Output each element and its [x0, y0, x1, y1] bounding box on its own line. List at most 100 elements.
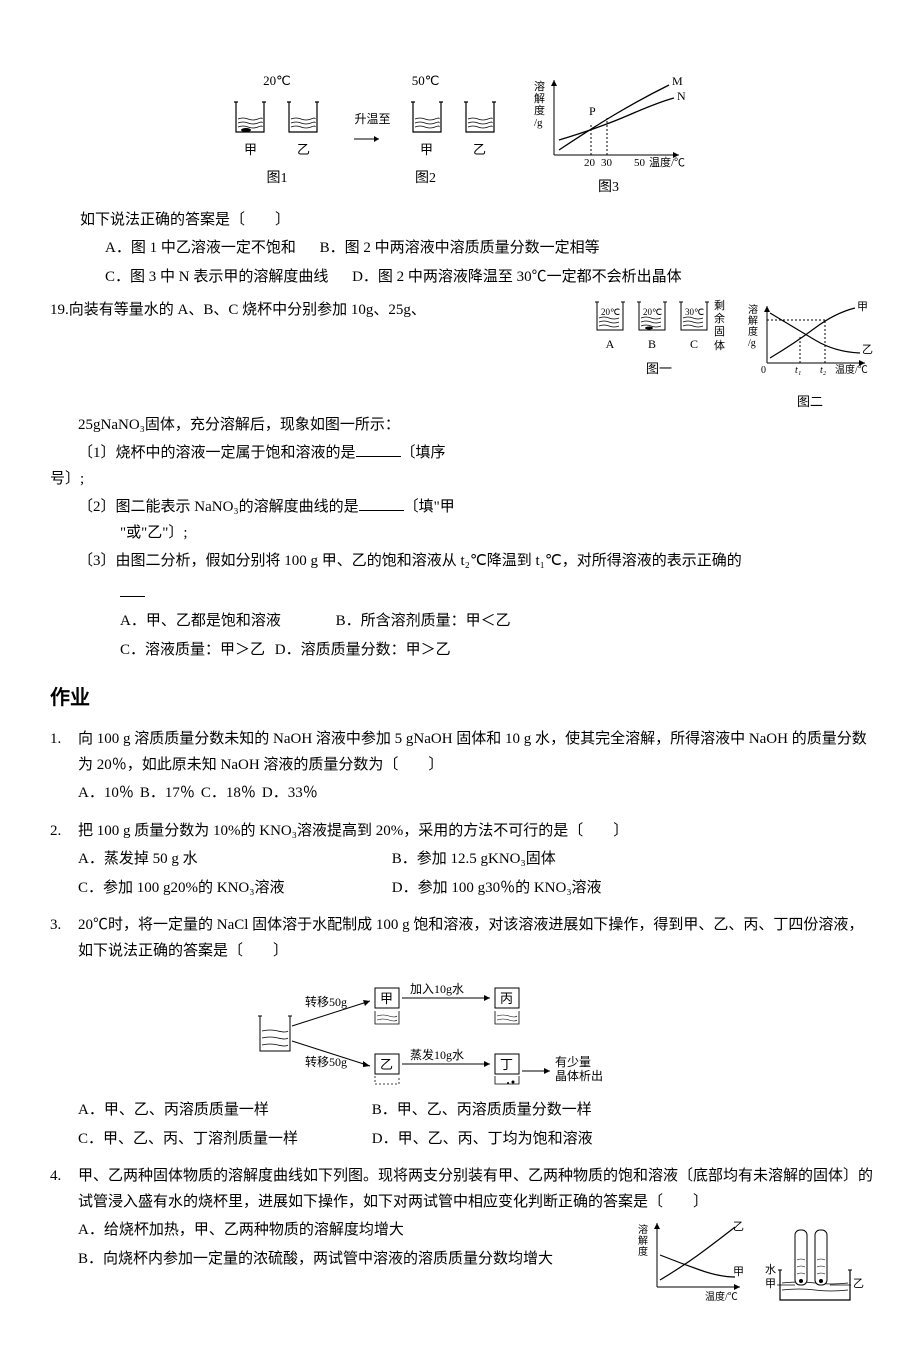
- beaker-icon: [408, 97, 446, 137]
- x-axis-label: 温度/℃: [835, 363, 868, 376]
- xtick: t₂: [820, 365, 827, 376]
- q3-options-cd: C．甲、乙、丙、丁溶剂质量一样 D．甲、乙、丙、丁均为饱和溶液: [78, 1127, 875, 1153]
- q19-sub2-close: "或"乙"〕;: [120, 521, 875, 547]
- curve-jia: 甲: [733, 1266, 744, 1278]
- tail-text: 有少量: [555, 1055, 591, 1069]
- q3-text: 20℃时，将一定量的 NaCl 固体溶于水配制成 100 g 饱和溶液，对该溶液…: [78, 913, 875, 964]
- svg-text:溶: 溶: [638, 1223, 648, 1236]
- hw-q3: 3. 20℃时，将一定量的 NaCl 固体溶于水配制成 100 g 饱和溶液，对…: [50, 913, 875, 964]
- q19-figures: 20℃ A: [593, 298, 875, 413]
- option-c: C．18％: [201, 785, 256, 801]
- svg-text:20℃: 20℃: [601, 307, 620, 317]
- q18-options-ab: A．图 1 中乙溶液一定不饱和 B．图 2 中两溶液中溶质质量分数一定相等: [105, 236, 875, 262]
- q1-text: 向 100 g 溶质质量分数未知的 NaOH 溶液中参加 5 gNaOH 固体和…: [78, 727, 875, 778]
- q2-options-ab: A．蒸发掉 50 g 水 B．参加 12.5 gKNO₃固体: [78, 847, 875, 873]
- option-a: A．甲、乙、丙溶质质量一样: [78, 1098, 338, 1124]
- option-d: D．参加 100 g30％的 KNO₃溶液: [392, 876, 602, 902]
- q18-fig3: 溶 解 度 /g P M N 20 30 50 温度/℃ 图3: [529, 70, 689, 200]
- beaker-label: 甲: [244, 139, 257, 161]
- option-a: A．甲、乙都是饱和溶液: [120, 613, 281, 629]
- fig2-caption: 图2: [415, 167, 436, 191]
- beaker-icon: [284, 97, 322, 137]
- option-d: D．33％: [262, 785, 318, 801]
- node-ding: 丁: [500, 1057, 513, 1072]
- q4-text: 甲、乙两种固体物质的溶解度曲线如下列图。现将两支分别装有甲、乙两种物质的饱和溶液…: [78, 1164, 875, 1215]
- q1-options: A．10％ B．17％ C．18％ D．33％: [78, 781, 875, 807]
- beaker-label: B: [648, 334, 656, 354]
- beaker-label: C: [690, 334, 698, 354]
- q19-chart: 溶 解 度 /g 甲 乙 0 t₁ t₂ 温度/℃: [745, 298, 875, 378]
- svg-text:20℃: 20℃: [643, 307, 662, 317]
- svg-text:解: 解: [638, 1234, 648, 1247]
- option-a: A．10％: [78, 785, 134, 801]
- option-b: B．甲、乙、丙溶质质量分数一样: [372, 1098, 592, 1124]
- split-label: 转移50g: [305, 994, 347, 1009]
- fig2-temp: 50℃: [412, 70, 440, 92]
- x-axis-label: 温度/℃: [705, 1290, 738, 1303]
- q4-tubes: 水 甲 乙: [765, 1215, 865, 1305]
- option-d: D．甲、乙、丙、丁均为饱和溶液: [372, 1127, 593, 1153]
- q4-figures: 溶 解 度 乙 甲 温度/℃ 水 甲 乙: [635, 1215, 865, 1305]
- q18-fig2: 50℃ 升温至 甲: [352, 70, 498, 200]
- hw-q2: 2. 把 100 g 质量分数为 10%的 KNO₃溶液提高到 20%，采用的方…: [50, 819, 875, 845]
- q19-sub3: 〔3〕由图二分析，假如分别将 100 g 甲、乙的饱和溶液从 t₂℃降温到 t₁…: [78, 549, 875, 575]
- svg-text:解: 解: [534, 91, 545, 105]
- option-c: C．甲、乙、丙、丁溶剂质量一样: [78, 1127, 338, 1153]
- arrow-text: 升温至: [354, 112, 390, 126]
- fig1-caption: 图1: [266, 167, 287, 191]
- beaker-label: 乙: [473, 139, 486, 161]
- svg-text:解: 解: [748, 314, 758, 327]
- q18-fig1: 20℃ 甲: [231, 70, 322, 200]
- node-bing: 丙: [500, 991, 513, 1006]
- svg-text:/g: /g: [748, 338, 756, 349]
- xtick: 20: [584, 157, 596, 169]
- homework-header: 作业: [50, 681, 875, 715]
- fig1-caption: 图一: [593, 358, 725, 380]
- blank-input[interactable]: [356, 442, 401, 457]
- option-c: C．图 3 中 N 表示甲的溶解度曲线: [105, 269, 328, 285]
- q18-figures: 20℃ 甲: [45, 70, 875, 200]
- option-d: D．溶质质量分数：甲＞乙: [275, 642, 451, 658]
- q19-sub1: 〔1〕烧杯中的溶液一定属于饱和溶液的是〔填序: [78, 441, 875, 467]
- q3-flowchart: 转移50g 转移50g 甲 加入10g水 丙 乙 蒸发10g水 丁 有少量 晶: [45, 976, 875, 1086]
- blank-input[interactable]: [359, 496, 404, 511]
- q18-options-cd: C．图 3 中 N 表示甲的溶解度曲线 D．图 2 中两溶液降温至 30℃一定都…: [105, 265, 875, 291]
- q19-opts-cd: C．溶液质量：甲＞乙 D．溶质质量分数：甲＞乙: [120, 638, 875, 664]
- svg-text:度: 度: [748, 325, 758, 338]
- option-c: C．溶液质量：甲＞乙: [120, 642, 265, 658]
- xtick: t₁: [795, 365, 801, 376]
- water-label: 水: [765, 1263, 776, 1276]
- y-axis-label: 溶: [534, 79, 545, 93]
- beaker-icon: [461, 97, 499, 137]
- fig3-caption: 图3: [598, 176, 619, 200]
- option-b: B．图 2 中两溶液中溶质质量分数一定相等: [320, 240, 600, 256]
- hw-q1: 1. 向 100 g 溶质质量分数未知的 NaOH 溶液中参加 5 gNaOH …: [50, 727, 875, 778]
- option-b: B．17％: [140, 785, 195, 801]
- q19-line2: 25gNaNO₃固体，充分溶解后，现象如图一所示：: [78, 413, 875, 439]
- option-a: A．蒸发掉 50 g 水: [78, 847, 358, 873]
- x-axis-label: 温度/℃: [649, 155, 685, 169]
- q2-options-cd: C．参加 100 g20%的 KNO₃溶液 D．参加 100 g30％的 KNO…: [78, 876, 875, 902]
- q4-chart: 溶 解 度 乙 甲 温度/℃: [635, 1215, 750, 1305]
- q3-number: 3.: [50, 913, 78, 964]
- curve-jia: 甲: [857, 301, 868, 313]
- xtick: 50: [634, 157, 646, 169]
- q19-fig1-beakers: 20℃ A: [593, 298, 711, 354]
- beaker-icon: [231, 97, 269, 137]
- beaker-label: 甲: [420, 139, 433, 161]
- option-a: A．图 1 中乙溶液一定不饱和: [105, 240, 296, 256]
- xtick: 30: [601, 157, 613, 169]
- svg-text:晶体析出: 晶体析出: [555, 1069, 603, 1083]
- fig1-temp: 20℃: [263, 70, 291, 92]
- beaker-icon: 30℃: [677, 298, 711, 334]
- option-b: B．参加 12.5 gKNO₃固体: [392, 847, 556, 873]
- q19-opts-ab: A．甲、乙都是饱和溶液 B．所含溶剂质量：甲＜乙: [120, 609, 875, 635]
- blank-input[interactable]: [120, 582, 145, 597]
- q2-number: 2.: [50, 819, 78, 845]
- q19-number: 19.: [50, 298, 69, 413]
- q4-number: 4.: [50, 1164, 78, 1215]
- curve-yi: 乙: [862, 343, 873, 356]
- op-label: 加入10g水: [410, 982, 464, 996]
- jia-label: 甲: [765, 1278, 776, 1290]
- q4-option-b: B．向烧杯内参加一定量的浓硫酸，两试管中溶液的溶质质量分数均增大: [78, 1247, 598, 1273]
